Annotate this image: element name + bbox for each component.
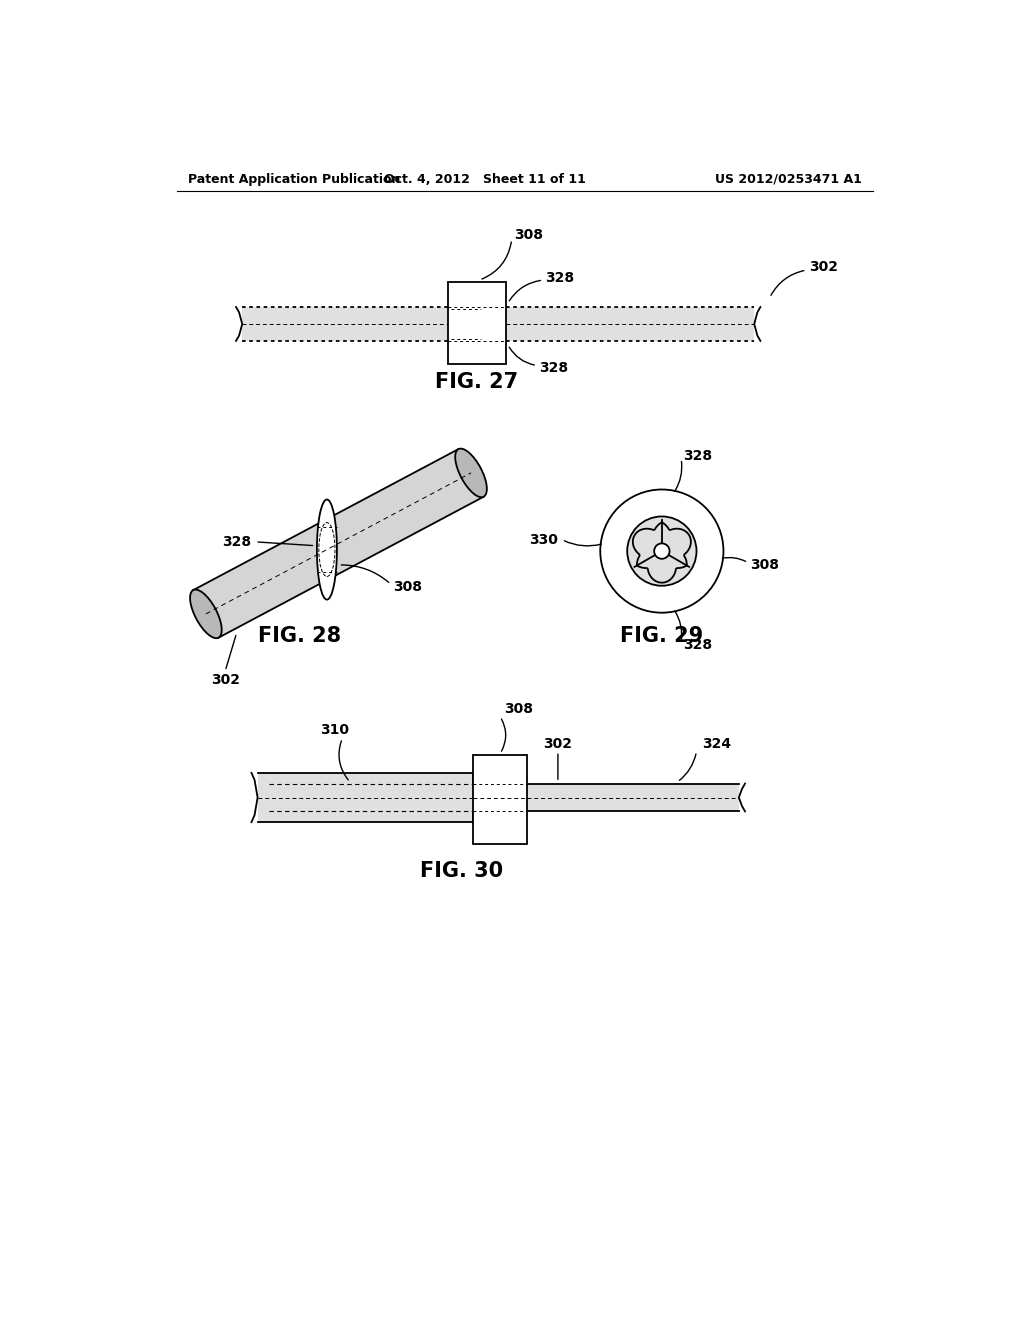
- Text: 328: 328: [540, 360, 568, 375]
- Text: 330: 330: [529, 532, 558, 546]
- Text: 328: 328: [683, 449, 713, 462]
- Bar: [258, 774, 473, 822]
- Ellipse shape: [316, 499, 337, 599]
- Polygon shape: [194, 449, 483, 638]
- Text: 302: 302: [809, 260, 838, 275]
- Text: 308: 308: [514, 228, 543, 243]
- Text: 308: 308: [504, 702, 534, 715]
- Text: US 2012/0253471 A1: US 2012/0253471 A1: [715, 173, 862, 186]
- Ellipse shape: [456, 449, 486, 498]
- Bar: [447, 281, 506, 364]
- Text: FIG. 27: FIG. 27: [435, 372, 518, 392]
- Text: 328: 328: [546, 271, 574, 285]
- Bar: [243, 308, 447, 341]
- Bar: [527, 784, 739, 812]
- Text: 324: 324: [701, 737, 731, 751]
- Text: 308: 308: [393, 579, 422, 594]
- Text: 302: 302: [211, 673, 240, 688]
- Text: 328: 328: [683, 638, 713, 652]
- Circle shape: [654, 544, 670, 558]
- Bar: [473, 755, 527, 843]
- Bar: [506, 308, 755, 341]
- Text: 308: 308: [751, 558, 779, 572]
- Text: Oct. 4, 2012   Sheet 11 of 11: Oct. 4, 2012 Sheet 11 of 11: [384, 173, 586, 186]
- Circle shape: [628, 516, 696, 586]
- Text: 302: 302: [544, 737, 572, 751]
- Text: 310: 310: [321, 723, 349, 737]
- Circle shape: [600, 490, 724, 612]
- Text: FIG. 30: FIG. 30: [420, 861, 503, 880]
- Ellipse shape: [190, 590, 222, 638]
- Text: Patent Application Publication: Patent Application Publication: [188, 173, 400, 186]
- Text: FIG. 29: FIG. 29: [621, 626, 703, 645]
- Text: FIG. 28: FIG. 28: [258, 626, 342, 645]
- Text: 328: 328: [222, 535, 252, 549]
